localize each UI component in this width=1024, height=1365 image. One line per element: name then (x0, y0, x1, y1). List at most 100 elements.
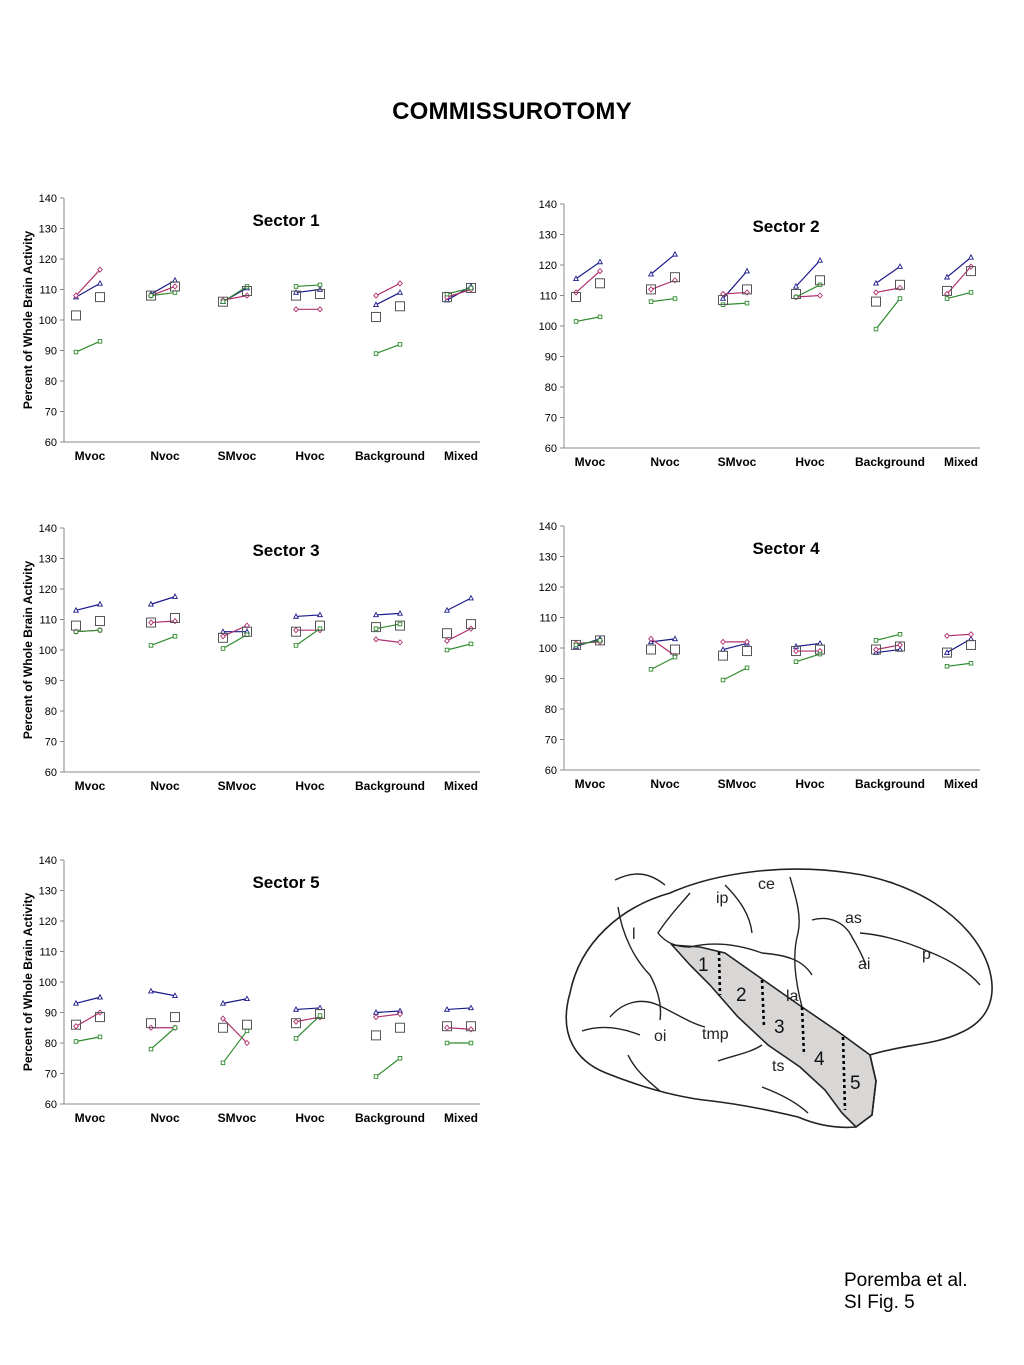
mean-square-marker (942, 647, 952, 658)
mean-square-marker (95, 292, 105, 303)
green-series-point (672, 296, 678, 301)
x-category-label: Mvoc (75, 1111, 106, 1125)
y-tick-label: 90 (545, 352, 557, 364)
blue-series-point (671, 635, 679, 642)
blue-series-point (72, 999, 80, 1006)
green-series-point (468, 285, 474, 291)
blue-series-point (292, 1005, 300, 1012)
y-tick-label: 140 (539, 199, 557, 211)
y-tick-label: 130 (39, 886, 57, 898)
y-tick-label: 80 (545, 704, 557, 716)
green-series-point (73, 349, 79, 355)
y-tick-label: 80 (45, 376, 57, 388)
page-title: COMMISSUROTOMY (392, 98, 632, 125)
y-tick-label: 120 (539, 582, 557, 594)
blue-series-line (575, 261, 601, 280)
x-category-label: SMvoc (218, 449, 257, 463)
mean-square-marker (791, 646, 801, 657)
brain-sector-3: 3 (774, 1017, 785, 1038)
blue-series-point (943, 273, 951, 280)
blue-series-point (792, 282, 800, 289)
mean-square-marker (571, 639, 581, 650)
blue-series-line (375, 1010, 401, 1014)
mean-square-marker (895, 641, 905, 652)
y-tick-label: 100 (39, 977, 57, 989)
magenta-series-point (873, 646, 879, 653)
green-series-point (897, 296, 903, 301)
magenta-series-point (397, 1010, 403, 1018)
green-series-line (795, 653, 821, 663)
blue-series-line (375, 612, 401, 616)
green-series-line (222, 285, 248, 303)
mean-square-marker (315, 1009, 325, 1020)
chart-title: Sector 4 (752, 539, 820, 558)
y-tick-label: 140 (39, 193, 57, 205)
green-series-point (744, 665, 750, 671)
blue-series-point (292, 612, 300, 619)
blue-series-point (467, 594, 475, 601)
green-series-point (97, 627, 103, 633)
blue-series-point (396, 609, 404, 616)
blue-series-point (396, 289, 404, 295)
green-series-point (944, 296, 950, 301)
magenta-series-point (817, 292, 823, 299)
blue-series-line (446, 1007, 472, 1011)
mean-square-marker (71, 1019, 81, 1030)
mean-square-marker (466, 282, 476, 293)
mean-square-marker (395, 1022, 405, 1033)
green-series-point (148, 293, 154, 298)
mean-square-marker (218, 296, 228, 307)
x-category-label: Background (355, 779, 425, 793)
mean-square-marker (442, 292, 452, 303)
magenta-series-point (597, 267, 603, 275)
y-tick-label: 70 (45, 1069, 57, 1081)
blue-series-point (72, 606, 80, 613)
blue-series-line (295, 614, 321, 618)
blue-series-point (96, 600, 104, 607)
mean-square-marker (371, 311, 381, 322)
brain-sector-4: 4 (814, 1049, 825, 1070)
y-tick-label: 70 (545, 735, 557, 747)
chart-sector-4: 60 70 80 90 100 110 120 130 140 Mvoc Nvoc SMvoc Hvoc… (539, 521, 980, 791)
mean-square-marker (895, 279, 905, 290)
mean-square-marker (371, 622, 381, 633)
x-category-label: Background (855, 455, 925, 469)
magenta-series-point (220, 633, 226, 640)
green-series-point (293, 284, 299, 289)
magenta-series-line (222, 1018, 248, 1044)
magenta-series-point (293, 627, 299, 634)
magenta-series-line (875, 644, 901, 651)
brain-sector-1: 1 (698, 955, 709, 976)
blue-series-point (443, 606, 451, 613)
mean-square-marker (442, 628, 452, 639)
magenta-series-point (897, 641, 903, 649)
x-category-label: Background (355, 1111, 425, 1125)
blue-series-point (967, 253, 975, 260)
green-series-point (172, 1025, 178, 1030)
green-series-point (468, 1040, 474, 1046)
y-tick-label: 70 (45, 407, 57, 419)
blue-series-point (96, 279, 104, 286)
chart-sector-3: 60 70 80 90 100 110 120 130 140 Mvoc Nvoc SMvoc Hvoc… (21, 523, 480, 793)
mean-square-marker (670, 272, 680, 283)
blue-series-point (467, 1004, 475, 1011)
green-series-point (73, 1039, 79, 1044)
magenta-series-point (648, 286, 654, 293)
mean-square-marker (442, 1021, 452, 1032)
green-series-point (373, 1074, 379, 1079)
green-series-line (75, 1036, 101, 1043)
magenta-series-point (73, 292, 79, 299)
y-tick-label: 80 (545, 382, 557, 394)
y-tick-label: 110 (39, 947, 57, 959)
y-tick-label: 120 (39, 584, 57, 596)
chart-title: Sector 1 (252, 211, 319, 230)
blue-series-line (75, 282, 101, 298)
green-series-point (148, 643, 154, 648)
blue-series-line (222, 998, 248, 1004)
y-tick-label: 60 (545, 443, 557, 455)
green-series-point (97, 339, 103, 344)
y-tick-label: 90 (545, 674, 557, 686)
x-category-label: Mvoc (575, 455, 606, 469)
magenta-series-line (946, 266, 972, 295)
green-series-point (397, 621, 403, 627)
